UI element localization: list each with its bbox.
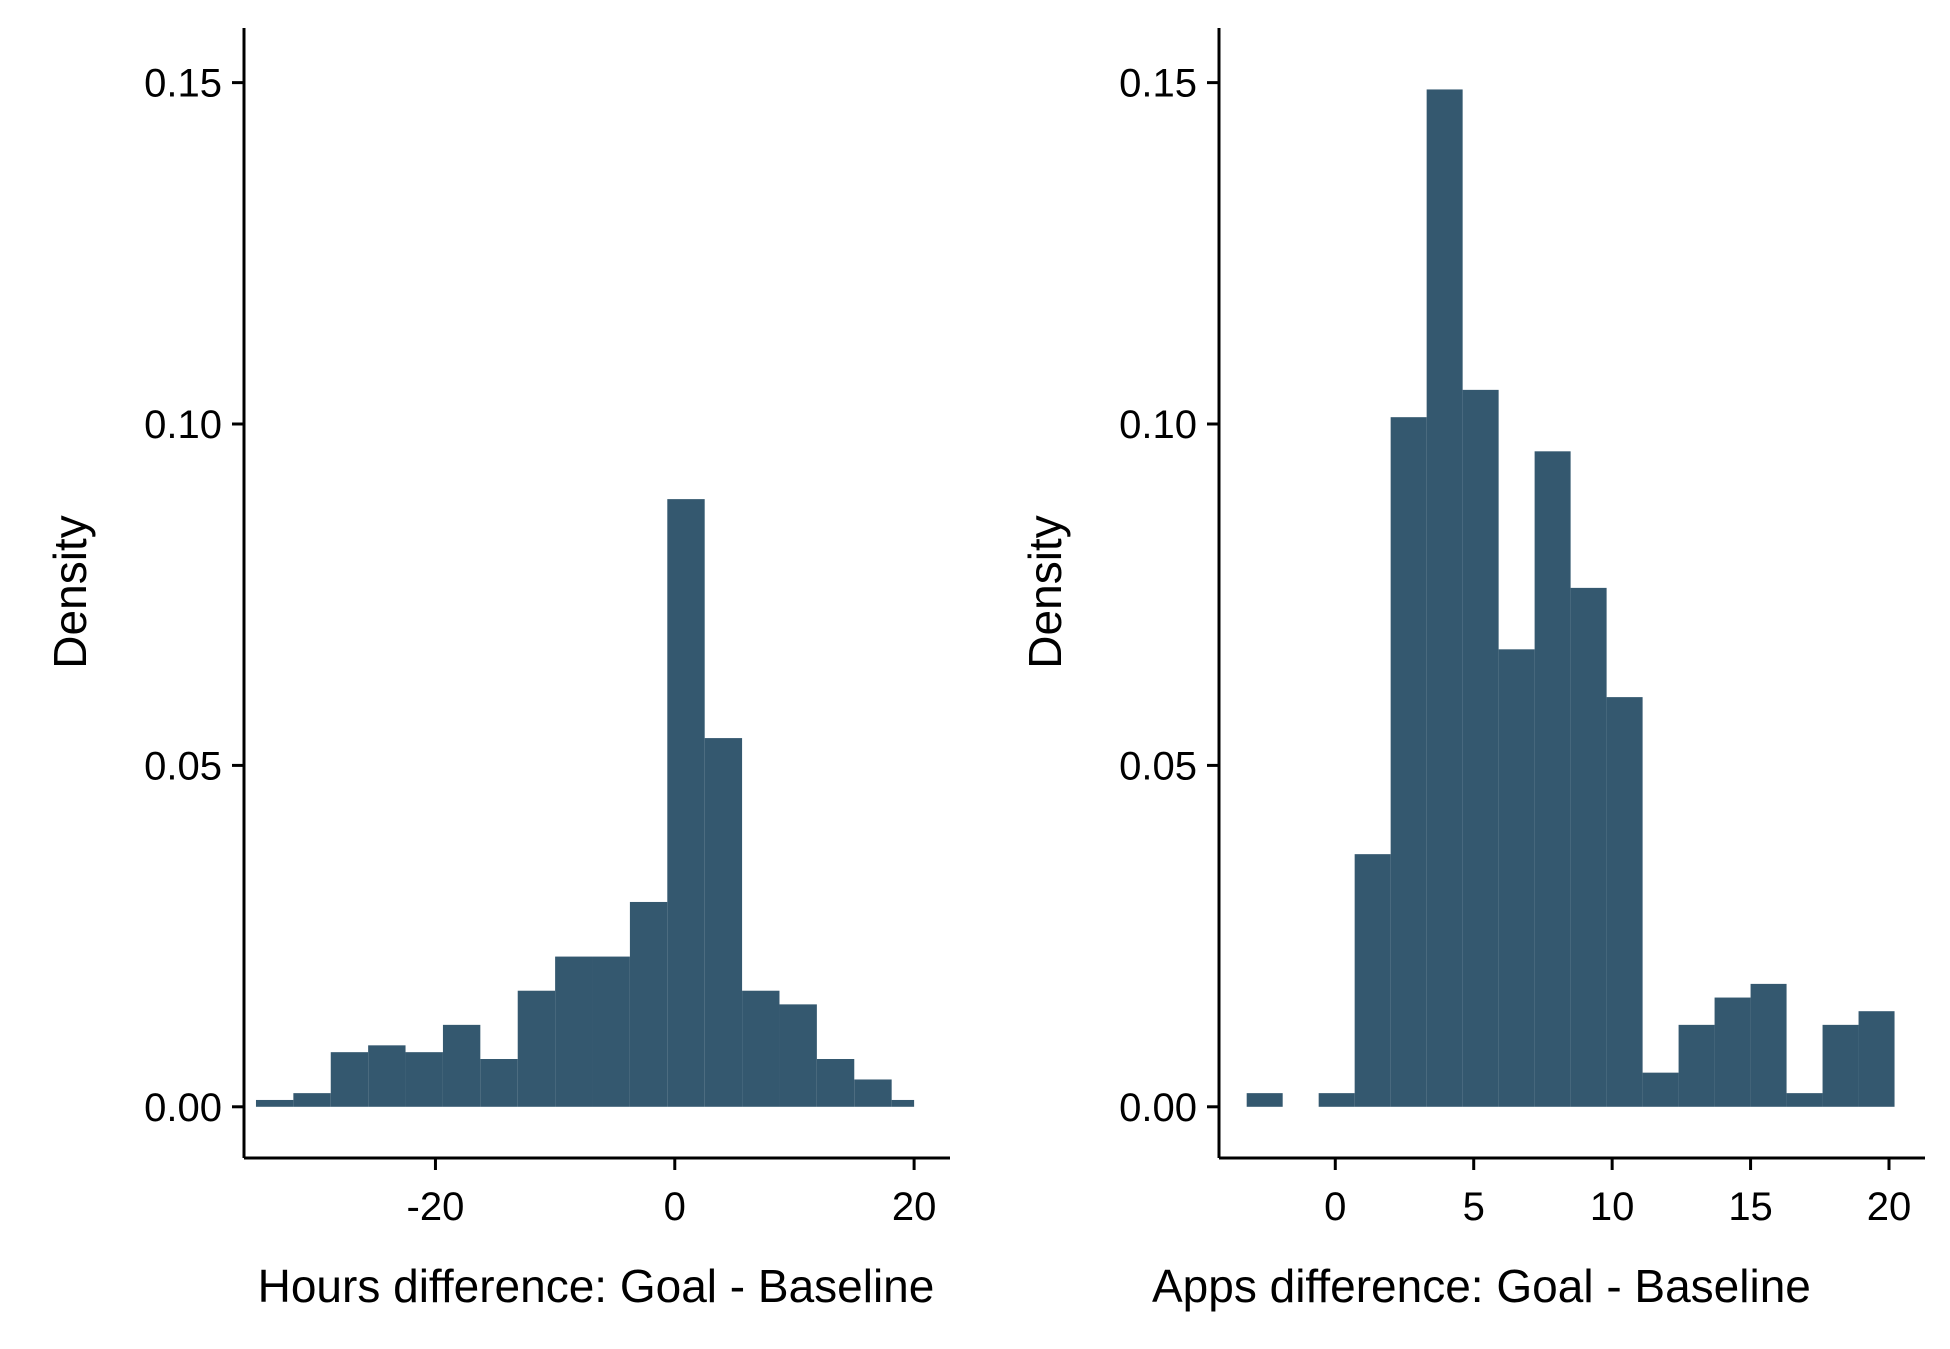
histogram-bar [1570, 587, 1607, 1107]
x-tick-label: 0 [664, 1185, 686, 1229]
histogram-bar [405, 1052, 443, 1107]
x-axis-title: Apps difference: Goal - Baseline [1152, 1260, 1811, 1312]
histogram-bar [1714, 997, 1751, 1107]
x-tick-label: 5 [1463, 1185, 1485, 1229]
hours-difference-histogram: -20 0 20 0.00 0.05 0.10 0.15 Hours difference… [44, 28, 950, 1312]
histogram-bar [1318, 1093, 1355, 1107]
x-tick-label: 10 [1590, 1185, 1635, 1229]
histogram-bars [1246, 89, 1895, 1107]
histogram-bar [1858, 1011, 1895, 1107]
histogram-bar [1606, 697, 1643, 1107]
y-tick-label: 0.00 [144, 1086, 222, 1130]
histogram-bar [293, 1093, 331, 1107]
x-tick-label: 20 [1867, 1185, 1912, 1229]
histogram-bar [1354, 854, 1391, 1107]
histogram-bar [1462, 389, 1499, 1107]
histogram-bar [742, 990, 780, 1107]
y-tick-label: 0.10 [144, 403, 222, 447]
x-tick-label: 15 [1728, 1185, 1773, 1229]
histogram-bar [891, 1099, 915, 1107]
histogram-bar [854, 1079, 892, 1107]
x-axis-title: Hours difference: Goal - Baseline [258, 1260, 935, 1312]
histogram-bars [255, 499, 915, 1107]
y-tick-label: 0.05 [1119, 744, 1197, 788]
histogram-bar [1246, 1093, 1283, 1107]
histogram-bar [555, 956, 593, 1107]
histogram-bar [517, 990, 556, 1107]
histogram-bar [704, 738, 743, 1107]
histogram-bar [1390, 417, 1427, 1107]
y-tick-label: 0.15 [144, 62, 222, 106]
y-tick-label: 0.15 [1119, 62, 1197, 106]
x-axis-ticks: -20 0 20 [407, 1158, 937, 1229]
histogram-bar [1642, 1072, 1679, 1107]
x-tick-label: 20 [892, 1185, 937, 1229]
x-axis-ticks: 0 5 10 15 20 [1324, 1158, 1911, 1229]
histogram-bar [255, 1099, 294, 1107]
histogram-bar [480, 1059, 518, 1107]
histogram-bar [1426, 89, 1463, 1107]
apps-difference-histogram: 0 5 10 15 20 0.00 0.05 0.10 0.15 Apps differenc… [1019, 28, 1925, 1312]
histogram-bar [667, 499, 705, 1107]
histogram-bar [592, 956, 630, 1107]
y-tick-label: 0.10 [1119, 403, 1197, 447]
histogram-bar [1534, 451, 1571, 1107]
histogram-bar [1822, 1024, 1859, 1107]
histogram-bar [1786, 1093, 1823, 1107]
y-tick-label: 0.00 [1119, 1086, 1197, 1130]
y-axis-title: Density [1019, 515, 1071, 668]
histogram-bar [1750, 983, 1787, 1107]
histogram-bar [330, 1052, 369, 1107]
x-tick-label: 0 [1324, 1185, 1346, 1229]
histogram-bar [368, 1045, 406, 1107]
histogram-bar [1678, 1024, 1715, 1107]
y-axis-ticks: 0.00 0.05 0.10 0.15 [144, 62, 244, 1130]
y-axis-ticks: 0.00 0.05 0.10 0.15 [1119, 62, 1219, 1130]
histogram-bar [816, 1059, 855, 1107]
histogram-bar [629, 901, 668, 1107]
y-tick-label: 0.05 [144, 744, 222, 788]
x-tick-label: -20 [407, 1185, 465, 1229]
histogram-bar [442, 1024, 481, 1107]
histogram-bar [779, 1004, 817, 1107]
y-axis-title: Density [44, 515, 96, 668]
histogram-bar [1498, 649, 1535, 1107]
